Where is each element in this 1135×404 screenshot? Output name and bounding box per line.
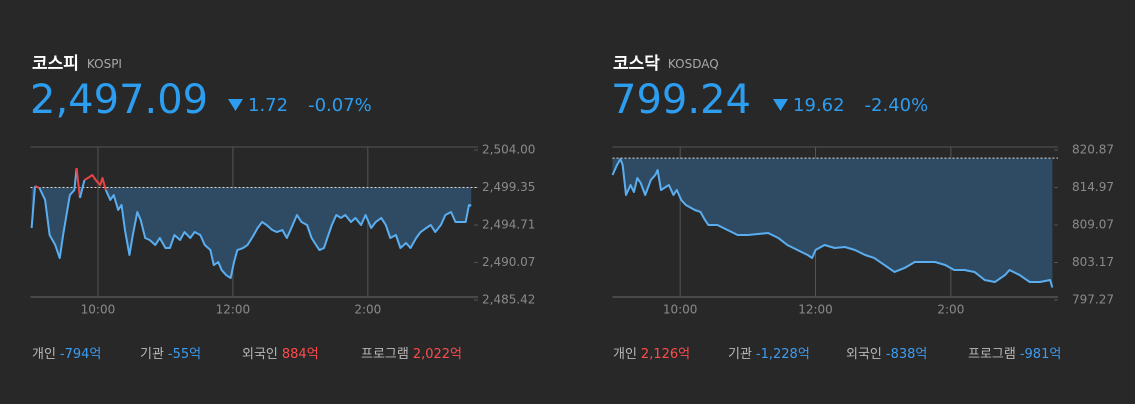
investor-value: -55억 <box>168 347 201 362</box>
investor-label: 개인 <box>613 347 637 362</box>
investor-label: 프로그램 <box>361 347 409 362</box>
investor-value: -1,228억 <box>756 347 810 362</box>
change-rate: -2.40% <box>865 95 929 116</box>
y-tick-label: 2,499.35 <box>482 180 535 194</box>
x-tick-label: 2:00 <box>354 303 381 317</box>
price-line <box>30 185 36 229</box>
x-tick-label: 12:00 <box>216 303 251 317</box>
change-line: 19.62 -2.40% <box>793 95 928 116</box>
price-line <box>83 174 107 191</box>
investor-value: 2,126억 <box>641 347 690 362</box>
investor-flow: 개인 2,126억 <box>613 347 690 362</box>
change-rate: -0.07% <box>308 95 372 116</box>
price-line <box>104 189 472 280</box>
investor-flow: 외국인 884억 <box>242 347 319 362</box>
down-arrow-icon <box>228 99 243 111</box>
investor-value: 2,022억 <box>413 347 462 362</box>
price-line <box>34 185 40 189</box>
index-header: 코스피 KOSPI <box>32 54 122 74</box>
investor-flow: 프로그램 -981억 <box>968 347 1061 362</box>
change-value: 1.72 <box>248 95 288 116</box>
price-line <box>79 179 86 199</box>
y-tick-label: 2,504.00 <box>482 143 535 157</box>
x-tick-label: 10:00 <box>81 303 116 317</box>
x-tick-label: 10:00 <box>663 303 698 317</box>
investor-label: 기관 <box>140 347 164 362</box>
index-header: 코스닥 KOSDAQ <box>613 54 719 74</box>
investor-label: 프로그램 <box>968 347 1016 362</box>
area <box>31 187 472 279</box>
investor-value: 884억 <box>282 347 319 362</box>
x-tick-label: 2:00 <box>937 303 964 317</box>
investor-label: 개인 <box>32 347 56 362</box>
investor-label: 외국인 <box>846 347 882 362</box>
y-tick-label: 809.07 <box>1072 218 1114 232</box>
price-line <box>38 167 78 260</box>
investor-label: 기관 <box>728 347 752 362</box>
down-arrow-icon <box>773 99 788 111</box>
y-tick-label: 820.87 <box>1072 143 1114 157</box>
price-line <box>611 158 1054 288</box>
y-tick-label: 797.27 <box>1072 293 1114 307</box>
area <box>612 158 1053 288</box>
x-tick-label: 12:00 <box>798 303 833 317</box>
investor-value: -838억 <box>886 347 927 362</box>
investor-value: -981억 <box>1020 347 1061 362</box>
y-tick-label: 2,490.07 <box>482 255 535 269</box>
index-name: 코스닥 <box>613 54 660 74</box>
investor-value: -794억 <box>60 347 101 362</box>
investor-flow: 기관 -55억 <box>140 347 201 362</box>
change-value: 19.62 <box>793 95 845 116</box>
index-code: KOSPI <box>87 57 122 71</box>
price-line <box>75 167 81 199</box>
index-name: 코스피 <box>32 54 79 74</box>
investor-flow: 외국인 -838억 <box>846 347 927 362</box>
investor-flow: 기관 -1,228억 <box>728 347 810 362</box>
index-price: 799.24 <box>611 77 751 123</box>
index-code: KOSDAQ <box>668 57 719 71</box>
investor-flow: 개인 -794억 <box>32 347 101 362</box>
y-tick-label: 2,485.42 <box>482 293 535 307</box>
y-tick-label: 803.17 <box>1072 255 1114 269</box>
change-line: 1.72 -0.07% <box>248 95 372 116</box>
investor-label: 외국인 <box>242 347 278 362</box>
y-tick-label: 2,494.71 <box>482 218 535 232</box>
y-tick-label: 814.97 <box>1072 180 1114 194</box>
investor-flow: 프로그램 2,022억 <box>361 347 462 362</box>
index-price: 2,497.09 <box>30 77 208 123</box>
